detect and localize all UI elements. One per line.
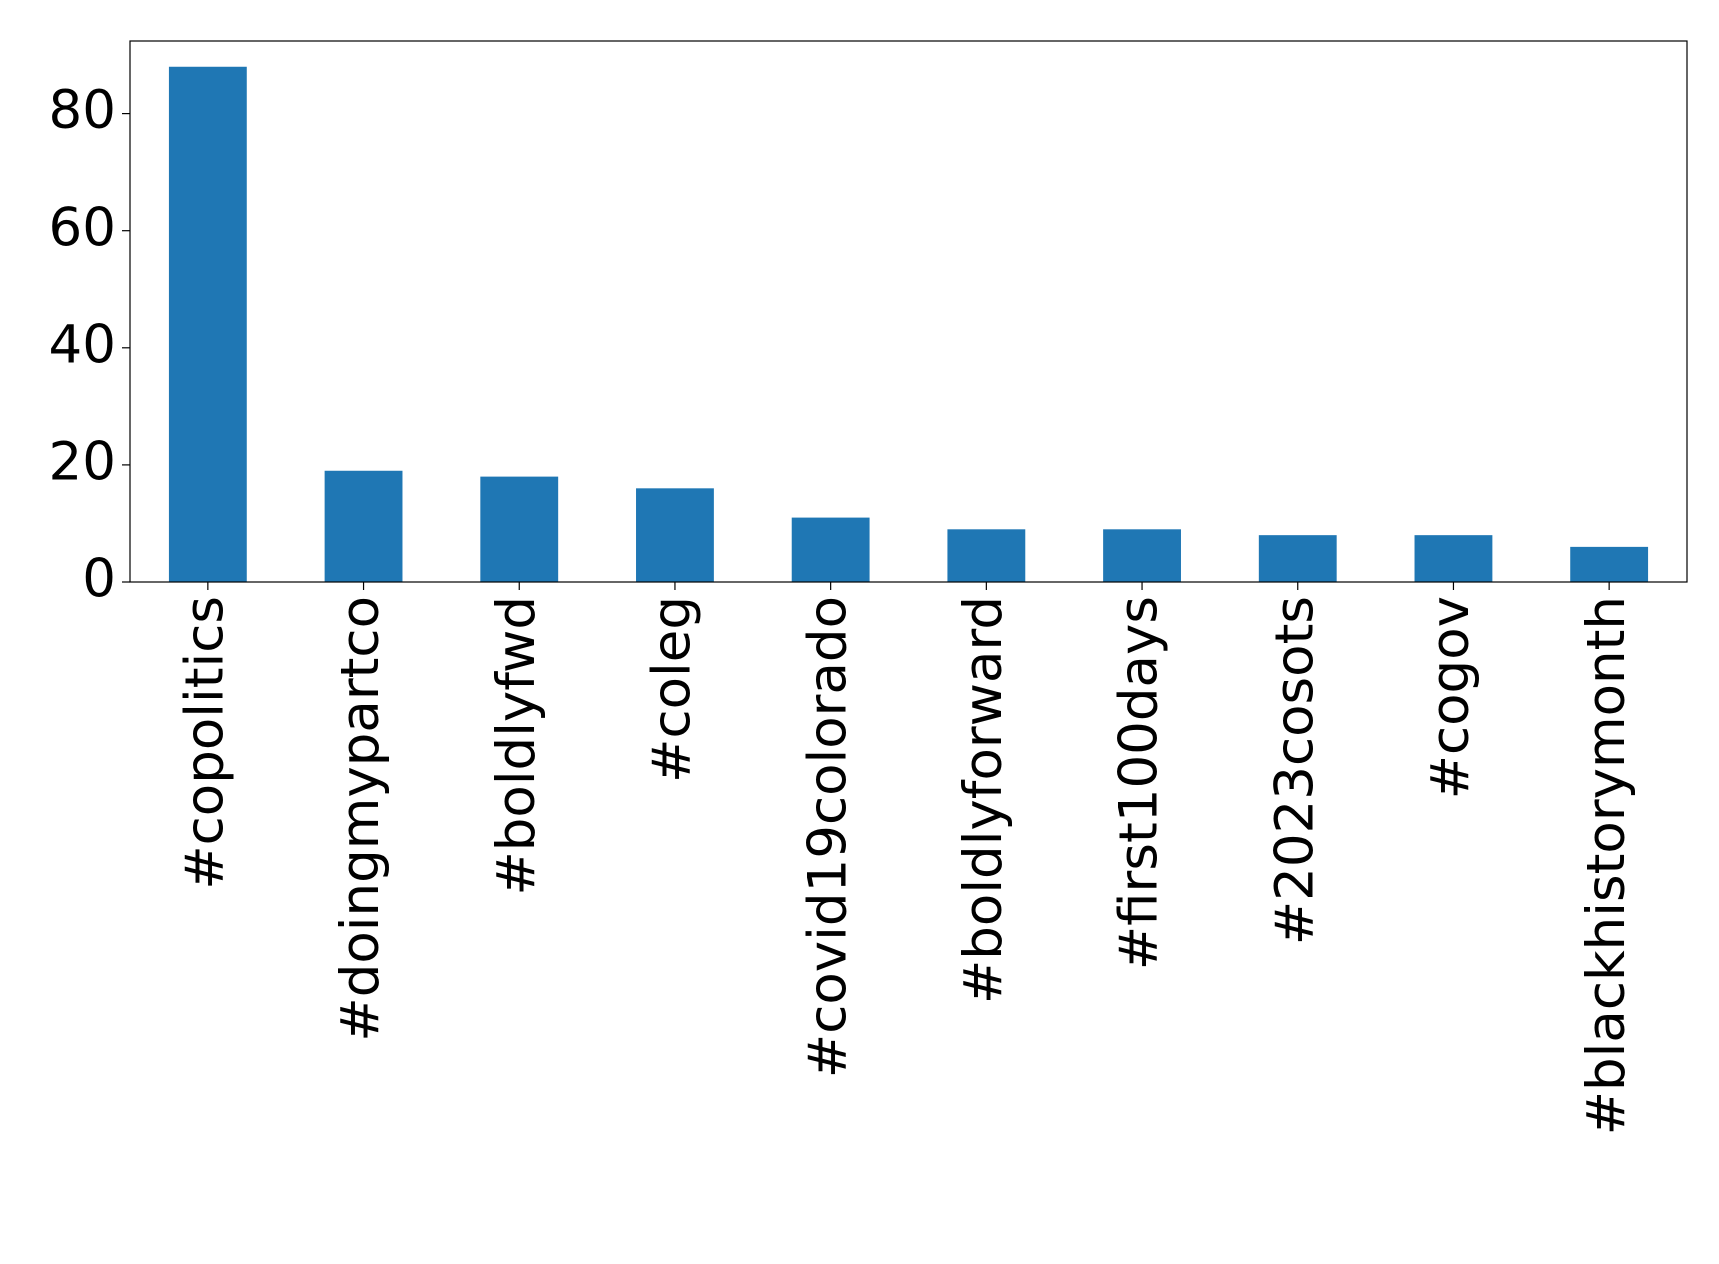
plot-frame xyxy=(129,40,1688,583)
bar xyxy=(1258,535,1337,582)
y-tick-label: 0 xyxy=(82,549,116,610)
x-tick-label: #doingmypartco xyxy=(330,596,391,1042)
x-tick-label: #cogov xyxy=(1420,596,1481,799)
y-tick-label: 80 xyxy=(49,80,116,141)
x-tick-label: #boldlyfwd xyxy=(486,596,547,896)
x-tick-label: #coleg xyxy=(642,596,703,783)
bar xyxy=(168,66,247,582)
bar xyxy=(791,517,870,582)
bar xyxy=(1414,535,1493,582)
bar xyxy=(1570,546,1649,582)
bar xyxy=(947,529,1026,582)
bar xyxy=(1103,529,1181,582)
x-tick-label: #2023cosots xyxy=(1264,596,1325,945)
y-tick-label: 60 xyxy=(49,197,116,258)
x-tick-label: #covid19colorado xyxy=(797,596,858,1078)
x-tick-label: #first100days xyxy=(1109,596,1170,970)
x-tick-label: #blackhistorymonth xyxy=(1576,596,1637,1135)
x-tick-label: #boldlyforward xyxy=(953,596,1014,1004)
bar xyxy=(636,488,714,582)
y-tick-label: 20 xyxy=(49,432,116,493)
bar xyxy=(480,476,559,582)
y-tick-label: 40 xyxy=(49,314,116,375)
bar xyxy=(324,470,403,582)
x-tick-label: #copolitics xyxy=(174,596,235,890)
